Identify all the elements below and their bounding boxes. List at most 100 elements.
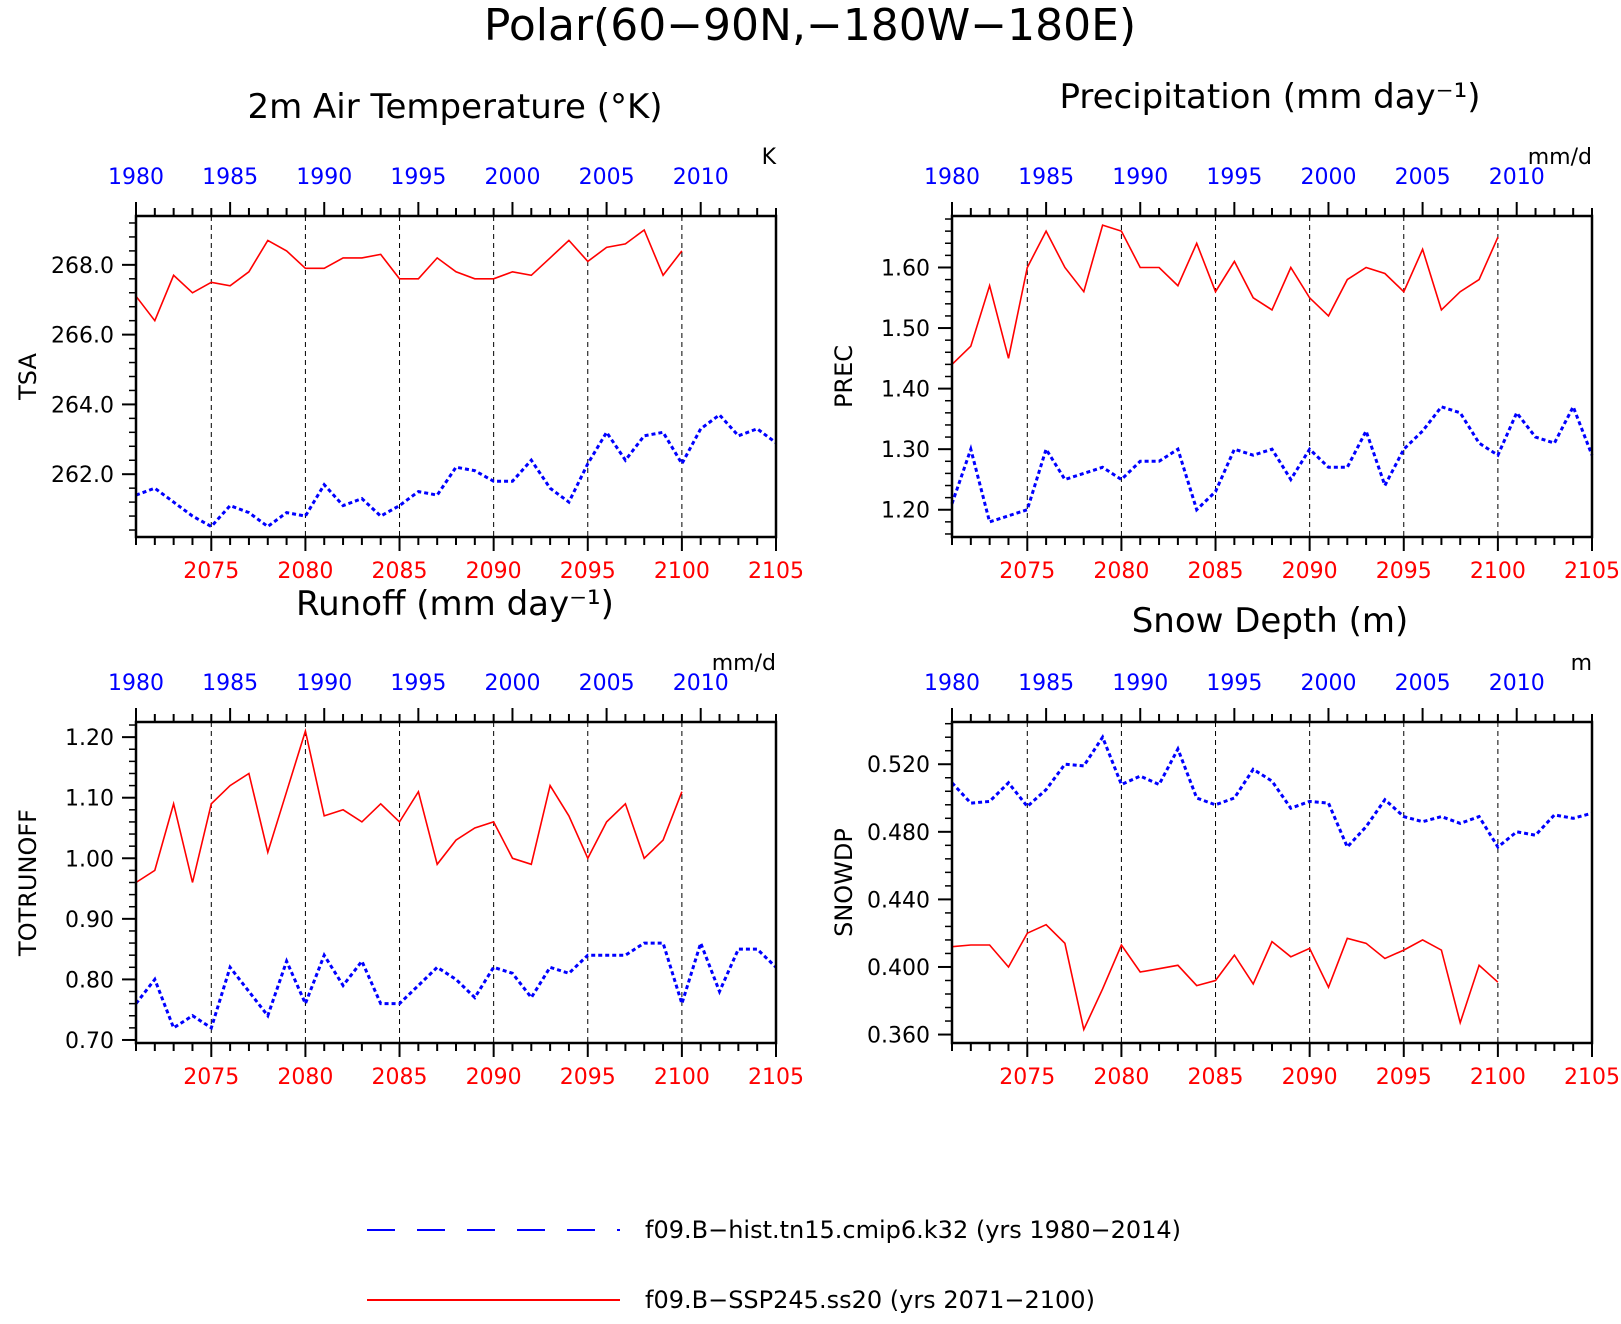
y-tick-label: 264.0 [51, 393, 114, 418]
x-bottom-tick-label: 2075 [999, 559, 1055, 584]
y-tick-label: 268.0 [51, 254, 114, 279]
y-tick-label: 0.520 [867, 753, 930, 778]
x-bottom-tick-label: 2080 [1093, 1065, 1149, 1090]
y-tick-label: 266.0 [51, 324, 114, 349]
x-top-tick-label: 2010 [1489, 165, 1545, 190]
y-axis-label: SNOWDP [830, 828, 858, 937]
x-bottom-tick-label: 2105 [1564, 1065, 1620, 1090]
y-tick-label: 0.360 [867, 1024, 930, 1049]
y-tick-label: 1.60 [881, 256, 930, 281]
plot-frame [950, 720, 1594, 1045]
y-axis-label: PREC [830, 345, 858, 408]
y-tick-label: 0.90 [65, 908, 114, 933]
x-bottom-tick-label: 2085 [1188, 559, 1244, 584]
x-bottom-tick-label: 2100 [654, 559, 710, 584]
x-bottom-tick-label: 2095 [1376, 1065, 1432, 1090]
y-tick-label: 1.20 [65, 726, 114, 751]
y-tick-label: 1.20 [881, 499, 930, 524]
y-tick-label: 1.10 [65, 787, 114, 812]
x-top-tick-label: 1980 [924, 671, 980, 696]
x-bottom-tick-label: 2105 [1564, 559, 1620, 584]
x-top-tick-label: 2000 [484, 671, 540, 696]
x-top-tick-label: 1990 [1112, 671, 1168, 696]
x-top-tick-label: 2005 [1395, 165, 1451, 190]
x-bottom-tick-label: 2100 [654, 1065, 710, 1090]
x-top-tick-label: 1985 [1018, 671, 1074, 696]
chart-panel-4: Snow Depth (m) m SNOWDP 2075 2080 2085 2090 209… [830, 601, 1620, 1090]
legend-label-hist: f09.B−hist.tn15.cmip6.k32 (yrs 1980−2014… [645, 1216, 1181, 1244]
x-top-tick-label: 2000 [1300, 671, 1356, 696]
x-top-tick-label: 1995 [390, 165, 446, 190]
legend: f09.B−hist.tn15.cmip6.k32 (yrs 1980−2014… [367, 1216, 1181, 1314]
x-top-tick-label: 1980 [108, 165, 164, 190]
y-tick-label: 0.400 [867, 956, 930, 981]
series-line-ssp [951, 923, 1499, 1032]
y-tick-label: 1.50 [881, 317, 930, 342]
chart-panel-3: Runoff (mm day⁻¹) mm/d TOTRUNOFF 2075 2080 20… [14, 584, 804, 1090]
x-bottom-tick-label: 2095 [560, 1065, 616, 1090]
x-top-tick-label: 2005 [1395, 671, 1451, 696]
x-top-tick-label: 2010 [673, 165, 729, 190]
chart-title: Snow Depth (m) [1132, 601, 1409, 641]
y-tick-label: 0.480 [867, 821, 930, 846]
x-top-tick-label: 1980 [924, 165, 980, 190]
x-bottom-tick-label: 2090 [466, 559, 522, 584]
x-bottom-tick-label: 2095 [1376, 559, 1432, 584]
chart-panel-1: 2m Air Temperature (°K) K TSA 2075 2080 2085 2… [14, 87, 804, 584]
x-bottom-tick-label: 2105 [748, 559, 804, 584]
x-top-tick-label: 1995 [390, 671, 446, 696]
x-top-tick-label: 1985 [1018, 165, 1074, 190]
plot-frame [134, 720, 778, 1045]
x-bottom-tick-label: 2095 [560, 559, 616, 584]
legend-label-ssp: f09.B−SSP245.ss20 (yrs 2071−2100) [645, 1286, 1095, 1314]
x-top-tick-label: 2005 [579, 165, 635, 190]
x-bottom-tick-label: 2075 [183, 559, 239, 584]
chart-title: Precipitation (mm day⁻¹) [1059, 77, 1480, 117]
y-tick-label: 1.00 [65, 847, 114, 872]
y-tick-label: 0.440 [867, 888, 930, 913]
x-bottom-tick-label: 2105 [748, 1065, 804, 1090]
x-top-tick-label: 2010 [1489, 671, 1545, 696]
x-top-tick-label: 1985 [202, 671, 258, 696]
units-label: m [1571, 651, 1592, 676]
plot-frame [134, 214, 778, 539]
x-top-tick-label: 1990 [296, 671, 352, 696]
units-label: K [762, 145, 777, 170]
x-top-tick-label: 2010 [673, 671, 729, 696]
x-top-tick-label: 2000 [1300, 165, 1356, 190]
units-label: mm/d [1528, 145, 1592, 170]
series-line-hist [135, 412, 777, 529]
x-bottom-tick-label: 2085 [372, 1065, 428, 1090]
units-label: mm/d [712, 651, 776, 676]
y-tick-label: 1.40 [881, 378, 930, 403]
x-top-tick-label: 1995 [1206, 165, 1262, 190]
x-top-tick-label: 1980 [108, 671, 164, 696]
x-bottom-tick-label: 2080 [1093, 559, 1149, 584]
x-top-tick-label: 2005 [579, 671, 635, 696]
chart-title: 2m Air Temperature (°K) [247, 87, 662, 127]
x-bottom-tick-label: 2080 [277, 559, 333, 584]
x-bottom-tick-label: 2080 [277, 1065, 333, 1090]
panels: 2m Air Temperature (°K) K TSA 2075 2080 2085 2… [14, 77, 1620, 1090]
x-bottom-tick-label: 2090 [1282, 1065, 1338, 1090]
y-tick-label: 0.70 [65, 1029, 114, 1054]
plot-frame [950, 214, 1594, 539]
series-line-ssp [135, 228, 683, 323]
x-top-tick-label: 1995 [1206, 671, 1262, 696]
page-title: Polar(60−90N,−180W−180E) [484, 0, 1136, 51]
series-line-hist [950, 733, 1593, 850]
chart-panel-2: Precipitation (mm day⁻¹) mm/d PREC 2075 2080… [830, 77, 1620, 584]
series-line-hist [950, 403, 1594, 524]
x-bottom-tick-label: 2090 [1282, 559, 1338, 584]
y-tick-label: 1.30 [881, 438, 930, 463]
x-top-tick-label: 1985 [202, 165, 258, 190]
x-top-tick-label: 1990 [296, 165, 352, 190]
series-line-ssp [951, 224, 1499, 365]
y-axis-label: TOTRUNOFF [14, 809, 42, 957]
x-bottom-tick-label: 2100 [1470, 1065, 1526, 1090]
chart-title: Runoff (mm day⁻¹) [296, 584, 614, 624]
x-top-tick-label: 1990 [1112, 165, 1168, 190]
x-bottom-tick-label: 2085 [372, 559, 428, 584]
